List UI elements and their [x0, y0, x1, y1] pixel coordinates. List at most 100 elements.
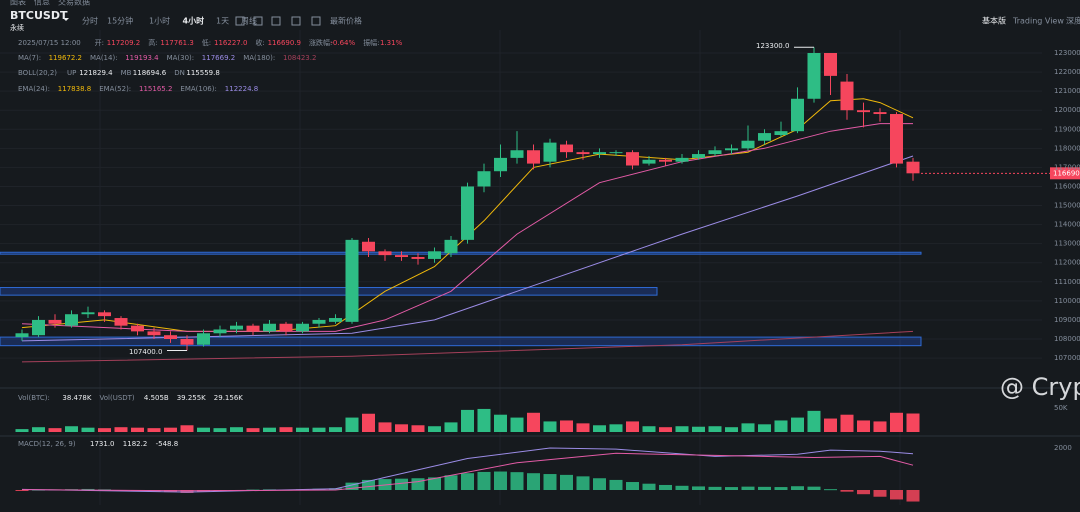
macd-bar: [444, 475, 458, 491]
macd-bar: [758, 486, 771, 491]
candle-body: [659, 159, 672, 162]
candle-body: [840, 81, 854, 111]
candle-body: [395, 255, 408, 258]
macd-bar: [510, 472, 524, 491]
candle-body: [180, 339, 194, 345]
macd-bar: [774, 487, 788, 491]
toolbar-icon[interactable]: [253, 16, 263, 26]
volume-bar: [164, 427, 177, 432]
y-tick-label: 121000: [1054, 87, 1080, 95]
macd-bar: [791, 486, 804, 491]
toolbar-icon[interactable]: [291, 16, 301, 26]
volume-bar: [593, 425, 606, 432]
info-label: Vol(BTC):: [18, 394, 50, 402]
candle-body: [114, 318, 128, 326]
macd-bar: [494, 471, 507, 491]
dropdown[interactable]: [63, 18, 69, 21]
volume-bar: [345, 417, 359, 432]
info-value: 112224.8: [225, 85, 258, 93]
info-value: 29.156K: [214, 394, 243, 402]
volume-bar: [131, 427, 144, 432]
top-tab[interactable]: 信息: [34, 0, 50, 7]
interval-tab[interactable]: 周线: [241, 16, 257, 26]
volume-bar: [180, 425, 194, 432]
toolbar-icon[interactable]: [235, 16, 245, 26]
view-tab[interactable]: 基本版: [982, 16, 1006, 26]
candle-body: [675, 157, 689, 162]
interval-tab[interactable]: 4小时: [183, 16, 205, 26]
info-label: 涨跌幅:: [309, 38, 332, 47]
volume-bar: [147, 428, 161, 432]
macd-dif-line: [21, 447, 914, 493]
candle-body: [411, 257, 425, 259]
volume-bar: [15, 429, 29, 432]
top-tab[interactable]: 交易数据: [58, 0, 90, 7]
candle-body: [774, 131, 788, 135]
volume-bar: [296, 427, 309, 432]
volume-bar: [774, 420, 788, 432]
macd-bar: [345, 482, 359, 491]
candle-body: [626, 152, 639, 166]
candle-body: [428, 251, 441, 259]
volume-bar: [362, 413, 375, 432]
info-label: 振幅:: [363, 38, 379, 47]
y-tick-label: 112000: [1054, 259, 1080, 267]
info-label: EMA(24):: [18, 85, 50, 93]
y-tick-label: 116000: [1054, 182, 1080, 190]
view-tab[interactable]: Trading View: [1012, 17, 1064, 26]
macd-bar: [15, 490, 29, 492]
price-mode[interactable]: 最新价格: [330, 16, 362, 26]
toolbar-icon[interactable]: [271, 16, 281, 26]
interval-tab[interactable]: 15分钟: [107, 16, 133, 26]
candle-body: [329, 318, 342, 322]
interval-tab[interactable]: 分时: [82, 16, 98, 26]
macd-bar: [824, 489, 837, 491]
info-value: -548.8: [156, 440, 179, 448]
candle-body: [15, 333, 29, 338]
candle-body: [890, 114, 903, 164]
interval-tab[interactable]: 1天: [216, 17, 229, 26]
volume-bar: [213, 428, 227, 432]
macd-bar: [461, 473, 474, 491]
info-value: -0.64%: [330, 39, 355, 47]
info-label: MA(180):: [243, 54, 275, 62]
volume-bar: [263, 427, 276, 432]
volume-bar: [81, 427, 95, 432]
info-label: MA(7):: [18, 54, 41, 62]
volume-bar: [65, 426, 78, 432]
y-tick-label: 120000: [1054, 106, 1080, 114]
volume-bar: [461, 409, 474, 432]
y-tick-label: 109000: [1054, 316, 1080, 324]
candle-body: [296, 323, 309, 332]
info-label: 开:: [95, 39, 104, 47]
info-value: 116227.0: [214, 39, 247, 47]
macd-bar: [873, 490, 887, 497]
view-tab[interactable]: 深度: [1066, 16, 1080, 26]
y-tick-label: 122000: [1054, 68, 1080, 76]
macd-bar: [725, 487, 738, 491]
info-value: 117669.2: [202, 54, 235, 62]
volume-bar: [873, 421, 887, 432]
macd-bar: [560, 474, 573, 491]
symbol[interactable]: BTCUSDT: [10, 9, 68, 22]
watermark: @ Crypto滕子京: [1000, 373, 1080, 401]
y-tick-label: 110000: [1054, 297, 1080, 305]
toolbar-icon[interactable]: [311, 16, 321, 26]
volume-bar: [576, 423, 590, 432]
candle-body: [230, 325, 243, 330]
candle-body: [576, 152, 590, 155]
info-label: 高:: [148, 38, 157, 47]
volume-bar: [411, 425, 425, 432]
info-value: 121829.4: [79, 69, 113, 77]
volume-bar: [230, 427, 243, 432]
candle-body: [543, 142, 557, 162]
macd-bar: [626, 482, 639, 491]
candle-body: [81, 312, 95, 315]
info-value: 115165.2: [139, 85, 172, 93]
macd-bar: [906, 490, 920, 502]
info-value: 118694.6: [133, 69, 167, 77]
interval-tab[interactable]: 1小时: [149, 16, 170, 26]
candle-body: [692, 154, 705, 158]
top-tab[interactable]: 图表: [10, 0, 26, 7]
